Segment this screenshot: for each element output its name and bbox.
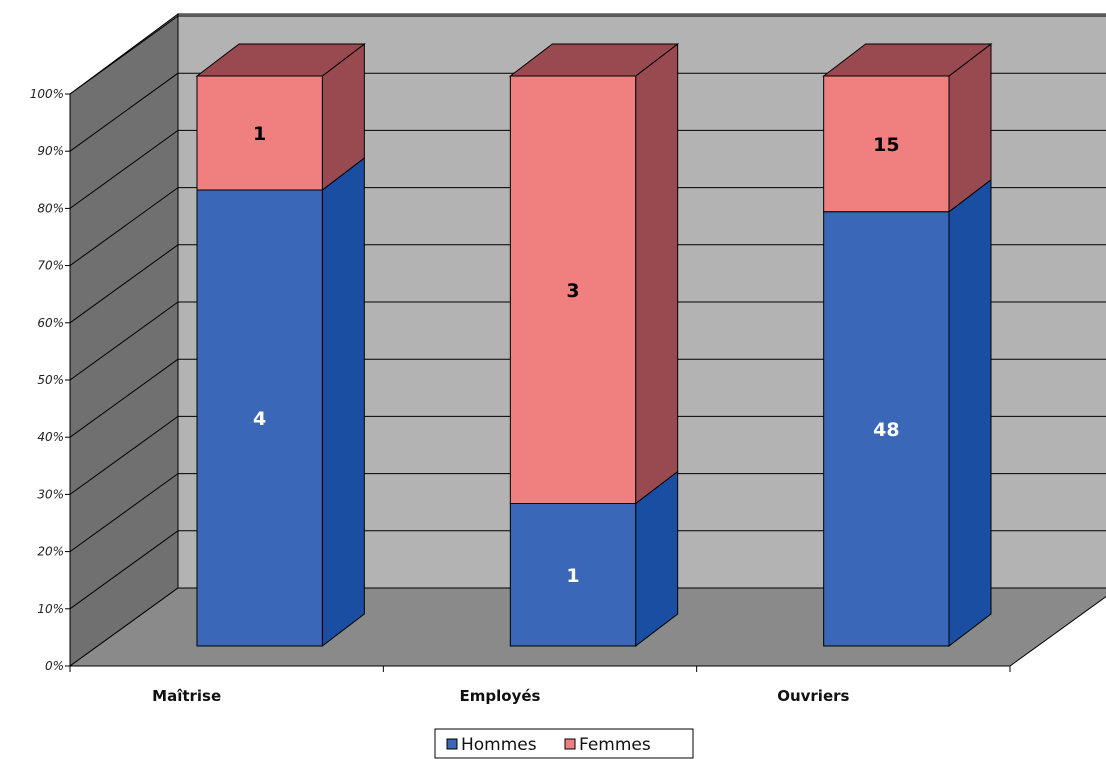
- x-category-label: Employés: [460, 687, 541, 705]
- gridline-side: [69, 15, 179, 95]
- y-tick-label: 50%: [37, 373, 64, 387]
- bar-segment: 1: [195, 42, 366, 192]
- bar-segment: 1: [509, 470, 679, 648]
- bar-segment: 15: [822, 42, 993, 213]
- data-label: 1: [566, 565, 579, 587]
- gridline-side: [69, 301, 179, 381]
- gridline-side: [69, 358, 179, 438]
- bar-front-face: [823, 211, 950, 647]
- bar-front-face: [196, 75, 323, 191]
- legend-label: Hommes: [461, 735, 537, 755]
- data-label: 3: [566, 280, 579, 302]
- legend-item: Hommes: [446, 735, 537, 755]
- x-axis: Maîtrise Employés Ouvriers: [69, 665, 1011, 705]
- bar-top-face: [822, 43, 993, 77]
- y-tick-label: 30%: [37, 487, 64, 501]
- y-axis-ticks: 0% 10% 20% 30% 40% 50% 60% 70% 80% 90% 100%: [30, 87, 71, 673]
- gridline-side: [69, 129, 179, 209]
- y-tick-label: 90%: [37, 144, 64, 158]
- x-category-label: Maîtrise: [152, 687, 221, 705]
- bar-side-face: [948, 178, 992, 648]
- gridline-side: [69, 187, 179, 267]
- legend-swatch: [446, 738, 458, 750]
- bar-segment: 3: [508, 42, 680, 505]
- bar-front-face: [823, 75, 950, 213]
- bar-side-face: [635, 42, 679, 505]
- bar-front-face: [196, 189, 323, 647]
- legend-label: Femmes: [579, 735, 651, 755]
- y-tick-label: 20%: [37, 545, 64, 559]
- y-tick-label: 10%: [37, 602, 64, 616]
- bar-side-face: [321, 156, 365, 648]
- y-tick-label: 70%: [37, 259, 64, 273]
- y-tick-label: 80%: [37, 201, 64, 215]
- gridline-side: [69, 415, 179, 495]
- bar-segment: 4: [196, 156, 365, 648]
- legend: Hommes Femmes: [434, 728, 694, 759]
- bar-front-face: [509, 75, 637, 504]
- data-label: 1: [253, 123, 266, 145]
- data-label: 4: [253, 408, 266, 430]
- x-category-label: Ouvriers: [777, 687, 849, 705]
- gridline-side: [69, 473, 179, 553]
- bars: 4 1 1 3 48 15: [195, 42, 993, 648]
- legend-swatch: [564, 738, 576, 750]
- gridline-side: [69, 244, 179, 324]
- bar-top-face: [195, 43, 366, 77]
- y-tick-label: 0%: [45, 659, 64, 673]
- gridline-side: [69, 530, 179, 610]
- y-tick-label: 40%: [37, 430, 64, 444]
- data-label: 15: [873, 134, 899, 156]
- y-tick-label: 100%: [30, 87, 64, 101]
- y-tick-label: 60%: [37, 316, 64, 330]
- bar-segment: 48: [823, 178, 992, 648]
- bar-front-face: [509, 503, 637, 647]
- legend-item: Femmes: [564, 735, 651, 755]
- gridline-side: [69, 72, 179, 152]
- data-label: 48: [873, 419, 899, 441]
- bar-top-face: [508, 43, 680, 77]
- legend-box: [434, 728, 694, 759]
